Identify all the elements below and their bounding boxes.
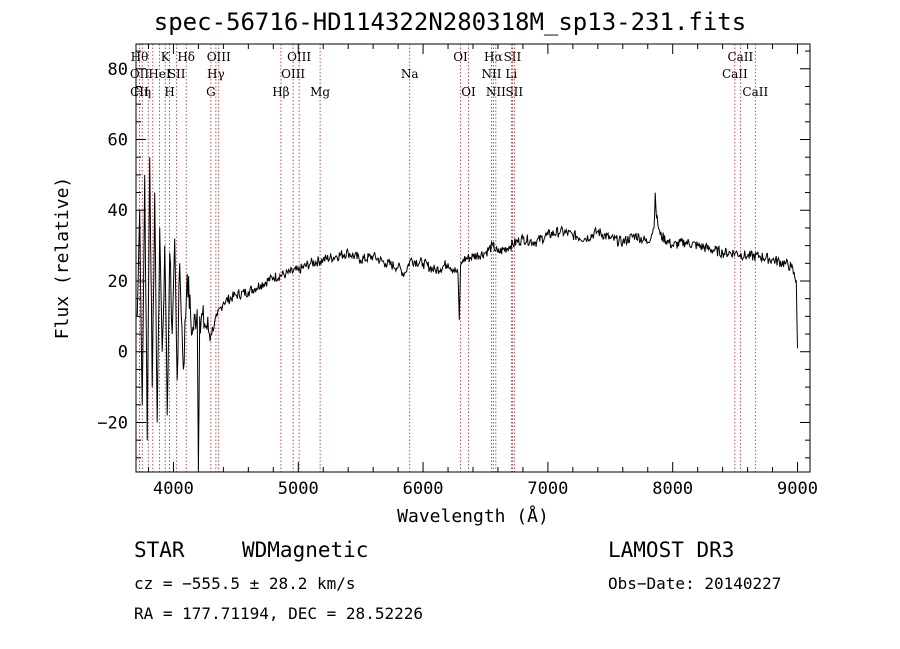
- observation-date: Obs−Date: 20140227: [608, 574, 782, 593]
- line-marker-label: Hθ: [131, 50, 149, 64]
- line-marker-label: NII: [481, 67, 501, 81]
- line-marker-label: OII: [130, 67, 150, 81]
- x-tick-label: 7000: [527, 479, 568, 499]
- y-axis-label: Flux (relative): [52, 177, 73, 340]
- line-marker-label: CII: [130, 85, 149, 99]
- line-marker-label: SII: [505, 85, 523, 99]
- x-tick-label: 8000: [652, 479, 693, 499]
- line-marker-label: HeI: [148, 67, 171, 81]
- x-tick-label: 4000: [153, 479, 194, 499]
- line-marker-label: OIII: [281, 67, 305, 81]
- line-marker-label: Hη: [133, 85, 151, 99]
- object-class: STAR: [134, 538, 185, 562]
- y-tick-label: 40: [108, 201, 128, 221]
- line-marker-label: Hδ: [177, 50, 195, 64]
- line-marker-label: CaII: [722, 67, 748, 81]
- spectrum-line: [136, 157, 798, 469]
- x-tick-label: 5000: [278, 479, 319, 499]
- y-tick-label: 20: [108, 272, 128, 292]
- redshift-velocity: cz = −555.5 ± 28.2 km/s: [134, 574, 356, 593]
- y-tick-label: 60: [108, 131, 128, 151]
- object-subclass: WDMagnetic: [242, 538, 369, 562]
- line-marker-label: Na: [401, 67, 419, 81]
- chart-title: spec-56716-HD114322N280318M_sp13-231.fit…: [153, 8, 747, 36]
- line-marker-label: CaII: [727, 50, 753, 64]
- y-tick-label: 80: [108, 60, 128, 80]
- y-tick-label: 0: [118, 343, 128, 363]
- sky-coordinates: RA = 177.71194, DEC = 28.52226: [134, 604, 423, 623]
- line-marker-label: CaII: [742, 85, 768, 99]
- line-marker-label: OI: [453, 50, 468, 64]
- line-marker-label: SII: [504, 50, 522, 64]
- plot-frame: [135, 43, 811, 473]
- line-marker-label: SII: [168, 67, 186, 81]
- line-marker-label: OIII: [207, 50, 231, 64]
- line-marker-label: Mg: [310, 85, 330, 99]
- survey-name: LAMOST DR3: [608, 538, 735, 562]
- x-tick-label: 9000: [777, 479, 818, 499]
- x-axis-label: Wavelength (Å): [397, 505, 549, 527]
- y-tick-label: −20: [97, 413, 128, 433]
- line-marker-label: NII: [486, 85, 506, 99]
- line-marker-label: K: [161, 50, 171, 64]
- line-marker-label: Li: [505, 67, 517, 81]
- line-marker-label: Hα: [484, 50, 503, 64]
- x-tick-label: 6000: [403, 479, 444, 499]
- line-marker-label: OI: [461, 85, 476, 99]
- line-marker-label: G: [206, 85, 216, 99]
- line-marker-label: OIII: [287, 50, 311, 64]
- line-marker-label: Hγ: [207, 67, 225, 81]
- line-marker-label: Hβ: [272, 85, 289, 99]
- line-marker-label: H: [164, 85, 174, 99]
